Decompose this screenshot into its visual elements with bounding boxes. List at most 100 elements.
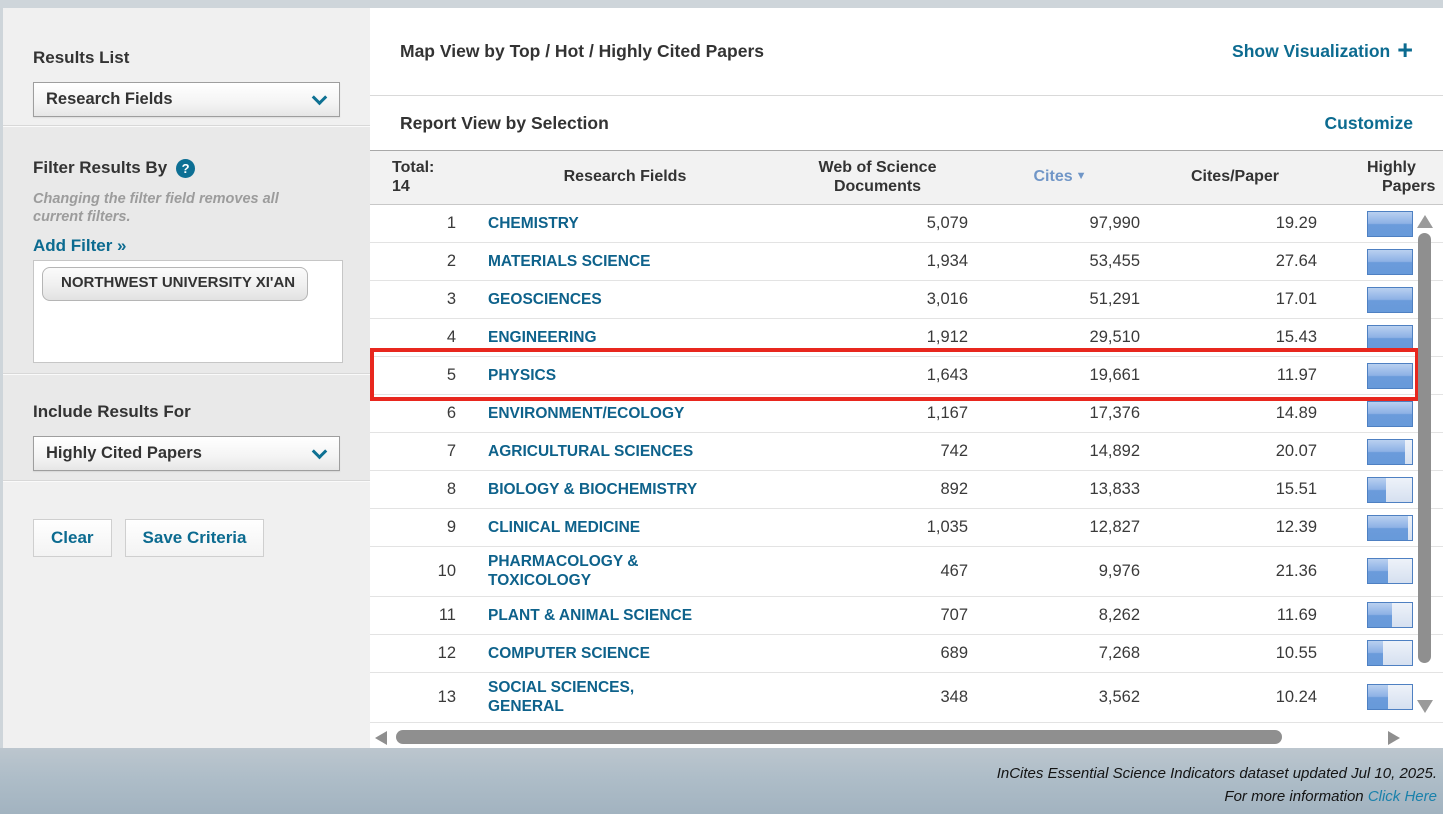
field-cell: SOCIAL SCIENCES, GENERAL (470, 673, 780, 722)
research-field-link[interactable]: PHYSICS (488, 366, 557, 384)
cites-per-paper-cell: 20.07 (1275, 442, 1317, 460)
highly-cited-papers-bar (1367, 558, 1413, 585)
customize-link[interactable]: Customize (1324, 112, 1413, 133)
show-visualization-label: Show Visualization (1232, 41, 1391, 61)
cites-per-paper-cell: 14.89 (1275, 404, 1317, 422)
include-results-section: Include Results For Highly Cited Papers (3, 373, 370, 480)
hcp-bar-cell (1325, 514, 1443, 541)
results-list-select[interactable]: Research Fields (33, 82, 340, 117)
research-field-link[interactable]: BIOLOGY & BIOCHEMISTRY (488, 480, 698, 498)
table-row: 4 ENGINEERING 1,912 29,510 15.43 (370, 319, 1443, 357)
report-view-title: Report View by Selection (400, 112, 609, 133)
rank-cell: 5 (446, 366, 456, 384)
active-filter-pill[interactable]: NORTHWEST UNIVERSITY XI'AN (42, 267, 309, 301)
cites-cell: 13,833 (1089, 480, 1140, 498)
highly-cited-papers-bar (1367, 602, 1413, 629)
cites-per-paper-cell: 19.29 (1275, 214, 1317, 232)
scroll-down-arrow-icon[interactable] (1417, 700, 1433, 713)
clear-button[interactable]: Clear (33, 519, 112, 557)
column-header-cites-sorted[interactable]: Cites ▼ (1033, 168, 1087, 186)
table-row: 7 AGRICULTURAL SCIENCES 742 14,892 20.07 (370, 433, 1443, 471)
vertical-scrollbar-thumb[interactable] (1418, 233, 1431, 663)
research-field-link[interactable]: COMPUTER SCIENCE (488, 644, 650, 662)
hcp-bar-cell (1325, 602, 1443, 629)
horizontal-scrollbar-thumb[interactable] (396, 730, 1282, 744)
column-header-research-fields[interactable]: Research Fields (563, 168, 687, 186)
hcp-bar-cell (1325, 684, 1443, 711)
rank-cell: 3 (446, 290, 456, 308)
filter-note: Changing the filter field removes all cu… (33, 191, 279, 226)
table-row: 10 PHARMACOLOGY & TOXICOLOGY 467 9,976 21… (370, 547, 1443, 597)
research-field-link[interactable]: ENGINEERING (488, 328, 597, 346)
research-field-link[interactable]: GEOSCIENCES (488, 290, 602, 308)
cites-cell: 97,990 (1089, 214, 1140, 232)
show-visualization-link[interactable]: Show Visualization + (1232, 34, 1413, 65)
research-field-link[interactable]: MATERIALS SCIENCE (488, 252, 651, 270)
map-view-header: Map View by Top / Hot / Highly Cited Pap… (370, 8, 1443, 96)
wos-documents-cell: 707 (940, 605, 968, 624)
scroll-right-arrow-icon[interactable] (1388, 731, 1400, 745)
highly-cited-papers-bar-fill (1368, 287, 1412, 312)
wos-documents-cell: 1,035 (926, 518, 968, 536)
research-field-link[interactable]: CHEMISTRY (488, 214, 579, 232)
plus-icon: + (1397, 34, 1413, 65)
hcp-bar-cell (1325, 558, 1443, 585)
research-field-link[interactable]: PHARMACOLOGY & TOXICOLOGY (488, 553, 639, 590)
table-body: 1 CHEMISTRY 5,079 97,990 19.29 2 MATERIA… (370, 205, 1443, 723)
table-row: 6 ENVIRONMENT/ECOLOGY 1,167 17,376 14.89 (370, 395, 1443, 433)
field-cell: GEOSCIENCES (470, 285, 780, 314)
cites-cell: 8,262 (1098, 605, 1140, 624)
filter-results-section: Filter Results By ? Changing the filter … (3, 125, 370, 373)
report-view-header: Report View by Selection Customize (370, 96, 1443, 150)
include-results-heading: Include Results For (33, 402, 191, 421)
horizontal-scrollbar (370, 729, 1419, 747)
field-cell: CHEMISTRY (470, 209, 780, 238)
rank-cell: 2 (446, 252, 456, 270)
rank-cell: 6 (446, 404, 456, 422)
dataset-updated-text: InCites Essential Science Indicators dat… (996, 765, 1437, 782)
highly-cited-papers-bar-fill (1368, 603, 1393, 628)
cites-per-paper-cell: 11.69 (1276, 605, 1317, 624)
cites-cell: 19,661 (1089, 366, 1140, 384)
highly-cited-papers-bar-fill (1368, 401, 1412, 426)
rank-cell: 4 (446, 328, 456, 346)
field-cell: ENVIRONMENT/ECOLOGY (470, 399, 780, 428)
field-cell: BIOLOGY & BIOCHEMISTRY (470, 475, 780, 504)
results-list-section: Results List Research Fields (3, 8, 370, 125)
field-cell: CLINICAL MEDICINE (470, 513, 780, 542)
rank-cell: 10 (437, 561, 456, 580)
research-field-link[interactable]: AGRICULTURAL SCIENCES (488, 442, 694, 460)
rank-cell: 11 (438, 605, 456, 624)
save-criteria-button[interactable]: Save Criteria (124, 519, 265, 557)
cites-per-paper-cell: 15.51 (1275, 480, 1317, 498)
hcp-bar-cell (1325, 286, 1443, 313)
column-header-highly-cited-papers[interactable]: Highly Papers (1367, 159, 1436, 195)
click-here-link[interactable]: Click Here (1367, 787, 1437, 805)
wos-documents-cell: 892 (940, 480, 968, 498)
research-field-link[interactable]: PLANT & ANIMAL SCIENCE (488, 606, 693, 624)
highly-cited-papers-bar-fill (1368, 685, 1388, 710)
highly-cited-papers-bar (1367, 248, 1413, 275)
column-header-wos-documents[interactable]: Web of Science Documents (818, 159, 937, 195)
wos-documents-cell: 467 (940, 561, 968, 580)
research-field-link[interactable]: ENVIRONMENT/ECOLOGY (488, 404, 685, 422)
scroll-left-arrow-icon[interactable] (375, 731, 387, 745)
research-field-link[interactable]: SOCIAL SCIENCES, GENERAL (488, 678, 635, 716)
include-results-selected-value: Highly Cited Papers (46, 444, 202, 462)
table-row: 12 COMPUTER SCIENCE 689 7,268 10.55 (370, 634, 1443, 673)
table-row: 1 CHEMISTRY 5,079 97,990 19.29 (370, 205, 1443, 243)
highly-cited-papers-bar (1367, 684, 1413, 711)
column-header-cites-per-paper[interactable]: Cites/Paper (1190, 168, 1280, 186)
chevron-down-icon (311, 443, 328, 459)
scroll-up-arrow-icon[interactable] (1417, 215, 1433, 228)
report-main-panel: Map View by Top / Hot / Highly Cited Pap… (370, 8, 1443, 748)
add-filter-link[interactable]: Add Filter » (33, 236, 127, 256)
help-icon[interactable]: ? (176, 158, 196, 178)
hcp-bar-cell (1325, 324, 1443, 351)
cites-per-paper-cell: 27.64 (1275, 252, 1317, 270)
hcp-bar-cell (1325, 400, 1443, 427)
field-cell: PLANT & ANIMAL SCIENCE (470, 601, 780, 630)
research-field-link[interactable]: CLINICAL MEDICINE (488, 518, 641, 536)
include-results-select[interactable]: Highly Cited Papers (33, 436, 340, 471)
table-row: 8 BIOLOGY & BIOCHEMISTRY 892 13,833 15.5… (370, 471, 1443, 509)
